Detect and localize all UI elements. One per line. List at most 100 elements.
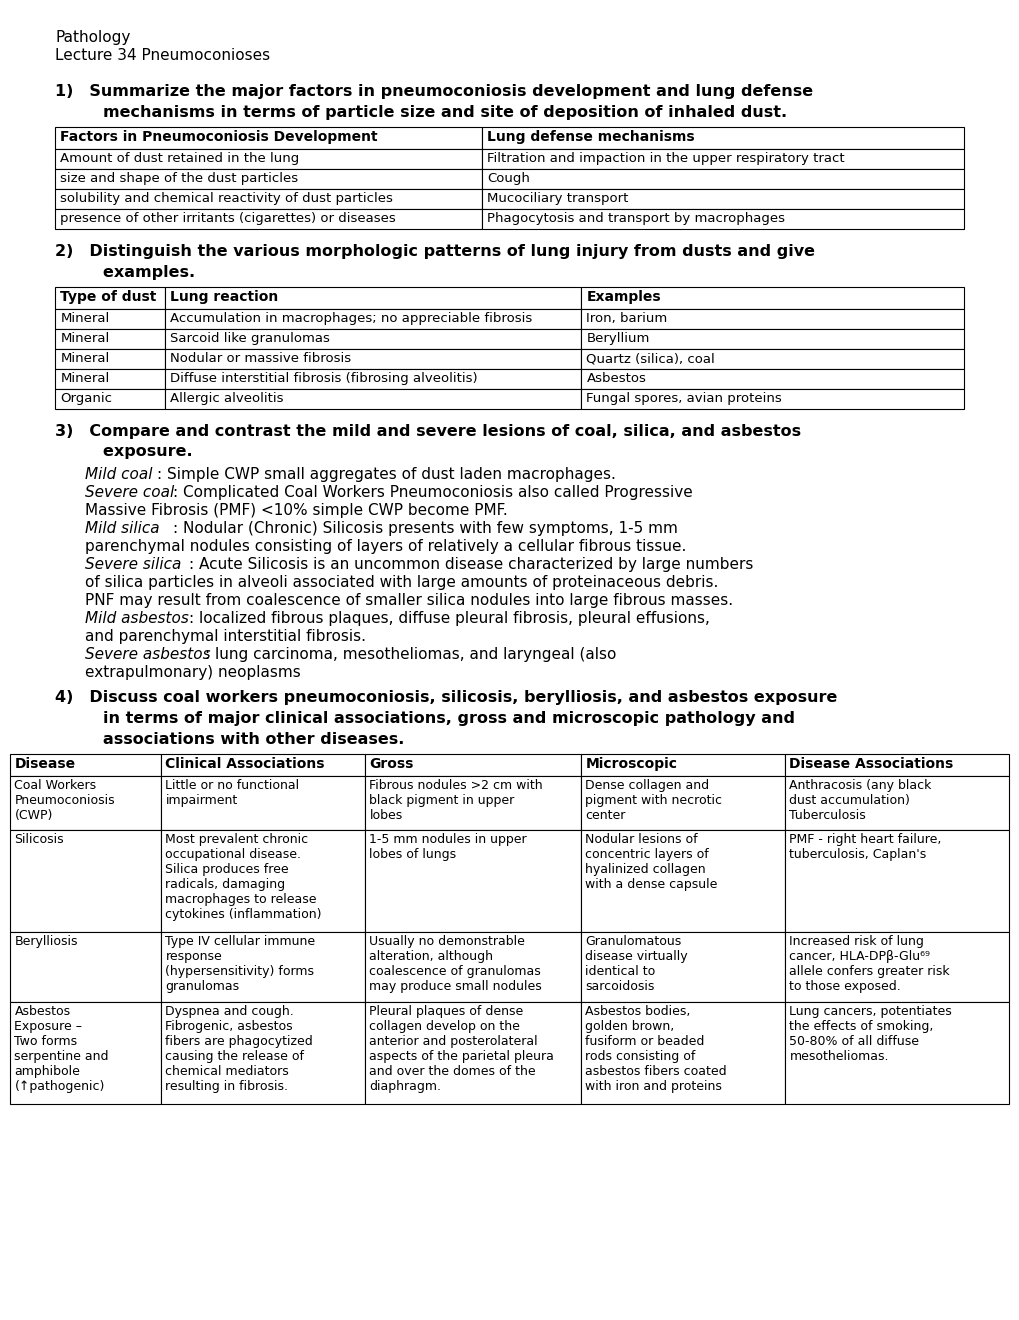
Text: of silica particles in alveoli associated with large amounts of proteinaceous de: of silica particles in alveoli associate… — [86, 576, 718, 590]
Text: Gross: Gross — [369, 758, 414, 771]
Text: 1-5 mm nodules in upper
lobes of lungs: 1-5 mm nodules in upper lobes of lungs — [369, 833, 527, 862]
Text: Anthracosis (any black
dust accumulation)
Tuberculosis: Anthracosis (any black dust accumulation… — [789, 779, 931, 822]
Bar — [55, 169, 482, 189]
Text: Mineral: Mineral — [60, 372, 110, 385]
Text: Type IV cellular immune
response
(hypersensitivity) forms
granulomas: Type IV cellular immune response (hypers… — [165, 936, 315, 994]
Bar — [581, 754, 785, 776]
Text: : Nodular (Chronic) Silicosis presents with few symptoms, 1-5 mm: : Nodular (Chronic) Silicosis presents w… — [172, 521, 677, 536]
Bar — [55, 309, 165, 329]
Text: Accumulation in macrophages; no appreciable fibrosis: Accumulation in macrophages; no apprecia… — [170, 313, 532, 325]
Text: Amount of dust retained in the lung: Amount of dust retained in the lung — [60, 152, 300, 165]
Bar — [10, 830, 161, 932]
Bar — [482, 169, 964, 189]
Bar — [165, 350, 581, 370]
Text: Mineral: Mineral — [60, 352, 110, 366]
Text: Phagocytosis and transport by macrophages: Phagocytosis and transport by macrophage… — [487, 213, 785, 226]
Text: Little or no functional
impairment: Little or no functional impairment — [165, 779, 300, 808]
Bar — [55, 128, 482, 149]
Bar — [785, 754, 1009, 776]
Bar — [161, 754, 365, 776]
Bar — [165, 309, 581, 329]
Bar — [581, 350, 964, 370]
Text: Mild coal: Mild coal — [86, 467, 153, 482]
Bar — [365, 932, 581, 1002]
Text: Usually no demonstrable
alteration, although
coalescence of granulomas
may produ: Usually no demonstrable alteration, alth… — [369, 936, 542, 994]
Text: Mild silica: Mild silica — [86, 521, 160, 536]
Text: PMF - right heart failure,
tuberculosis, Caplan's: PMF - right heart failure, tuberculosis,… — [789, 833, 941, 862]
Text: exposure.: exposure. — [55, 445, 193, 459]
Text: 3) Compare and contrast the mild and severe lesions of coal, silica, and asbesto: 3) Compare and contrast the mild and sev… — [55, 424, 801, 438]
Text: Nodular or massive fibrosis: Nodular or massive fibrosis — [170, 352, 352, 366]
Bar — [581, 288, 964, 309]
Text: Dyspnea and cough.
Fibrogenic, asbestos
fibers are phagocytized
causing the rele: Dyspnea and cough. Fibrogenic, asbestos … — [165, 1006, 313, 1093]
Bar — [581, 389, 964, 409]
Text: : lung carcinoma, mesotheliomas, and laryngeal (also: : lung carcinoma, mesotheliomas, and lar… — [205, 647, 615, 663]
Text: Increased risk of lung
cancer, HLA-DPβ-Glu⁶⁹
allele confers greater risk
to thos: Increased risk of lung cancer, HLA-DPβ-G… — [789, 936, 949, 994]
Text: Examples: Examples — [586, 290, 660, 304]
Text: Factors in Pneumoconiosis Development: Factors in Pneumoconiosis Development — [60, 131, 378, 144]
Text: associations with other diseases.: associations with other diseases. — [55, 731, 405, 747]
Text: Asbestos: Asbestos — [586, 372, 646, 385]
Bar — [785, 932, 1009, 1002]
Bar — [785, 830, 1009, 932]
Bar — [581, 309, 964, 329]
Text: 1) Summarize the major factors in pneumoconiosis development and lung defense: 1) Summarize the major factors in pneumo… — [55, 84, 813, 99]
Bar — [55, 210, 482, 230]
Bar — [55, 288, 165, 309]
Bar — [10, 1002, 161, 1105]
Text: Lung cancers, potentiates
the effects of smoking,
50-80% of all diffuse
mesothel: Lung cancers, potentiates the effects of… — [789, 1006, 952, 1064]
Bar — [161, 932, 365, 1002]
Bar — [55, 350, 165, 370]
Text: Quartz (silica), coal: Quartz (silica), coal — [586, 352, 714, 366]
Text: Most prevalent chronic
occupational disease.
Silica produces free
radicals, dama: Most prevalent chronic occupational dise… — [165, 833, 322, 921]
Bar — [165, 288, 581, 309]
Text: examples.: examples. — [55, 264, 196, 280]
Bar — [55, 389, 165, 409]
Text: Iron, barium: Iron, barium — [586, 313, 667, 325]
Text: Silicosis: Silicosis — [14, 833, 64, 846]
Text: extrapulmonary) neoplasms: extrapulmonary) neoplasms — [86, 665, 301, 680]
Text: Coal Workers
Pneumoconiosis
(CWP): Coal Workers Pneumoconiosis (CWP) — [14, 779, 115, 822]
Text: presence of other irritants (cigarettes) or diseases: presence of other irritants (cigarettes)… — [60, 213, 395, 226]
Text: Fungal spores, avian proteins: Fungal spores, avian proteins — [586, 392, 782, 405]
Text: Severe silica: Severe silica — [86, 557, 181, 572]
Text: solubility and chemical reactivity of dust particles: solubility and chemical reactivity of du… — [60, 193, 393, 206]
Text: : localized fibrous plaques, diffuse pleural fibrosis, pleural effusions,: : localized fibrous plaques, diffuse ple… — [189, 611, 709, 626]
Bar — [581, 329, 964, 350]
Bar — [482, 128, 964, 149]
Text: 4) Discuss coal workers pneumoconiosis, silicosis, berylliosis, and asbestos exp: 4) Discuss coal workers pneumoconiosis, … — [55, 690, 837, 705]
Text: Granulomatous
disease virtually
identical to
sarcoidosis: Granulomatous disease virtually identica… — [585, 936, 688, 994]
Bar — [581, 830, 785, 932]
Bar — [581, 932, 785, 1002]
Text: Pleural plaques of dense
collagen develop on the
anterior and posterolateral
asp: Pleural plaques of dense collagen develo… — [369, 1006, 554, 1093]
Bar — [482, 210, 964, 230]
Text: Massive Fibrosis (PMF) <10% simple CWP become PMF.: Massive Fibrosis (PMF) <10% simple CWP b… — [86, 503, 507, 517]
Bar — [365, 830, 581, 932]
Text: Severe coal: Severe coal — [86, 484, 174, 500]
Text: Diffuse interstitial fibrosis (fibrosing alveolitis): Diffuse interstitial fibrosis (fibrosing… — [170, 372, 478, 385]
Text: Nodular lesions of
concentric layers of
hyalinized collagen
with a dense capsule: Nodular lesions of concentric layers of … — [585, 833, 717, 891]
Text: Allergic alveolitis: Allergic alveolitis — [170, 392, 283, 405]
Bar — [482, 189, 964, 210]
Text: Mineral: Mineral — [60, 333, 110, 346]
Text: Cough: Cough — [487, 173, 530, 185]
Text: Lung defense mechanisms: Lung defense mechanisms — [487, 131, 694, 144]
Bar — [365, 754, 581, 776]
Text: parenchymal nodules consisting of layers of relatively a cellular fibrous tissue: parenchymal nodules consisting of layers… — [86, 539, 686, 554]
Text: in terms of major clinical associations, gross and microscopic pathology and: in terms of major clinical associations,… — [55, 711, 795, 726]
Bar — [55, 189, 482, 210]
Text: Pathology: Pathology — [55, 30, 130, 45]
Bar — [785, 776, 1009, 830]
Text: Mineral: Mineral — [60, 313, 110, 325]
Text: Type of dust: Type of dust — [60, 290, 157, 304]
Bar — [785, 1002, 1009, 1105]
Text: Mild asbestos: Mild asbestos — [86, 611, 190, 626]
Text: Filtration and impaction in the upper respiratory tract: Filtration and impaction in the upper re… — [487, 152, 845, 165]
Text: : Complicated Coal Workers Pneumoconiosis also called Progressive: : Complicated Coal Workers Pneumoconiosi… — [172, 484, 692, 500]
Text: Asbestos bodies,
golden brown,
fusiform or beaded
rods consisting of
asbestos fi: Asbestos bodies, golden brown, fusiform … — [585, 1006, 727, 1093]
Text: : Simple CWP small aggregates of dust laden macrophages.: : Simple CWP small aggregates of dust la… — [157, 467, 615, 482]
Bar — [165, 370, 581, 389]
Text: Sarcoid like granulomas: Sarcoid like granulomas — [170, 333, 330, 346]
Text: Clinical Associations: Clinical Associations — [165, 758, 325, 771]
Text: PNF may result from coalescence of smaller silica nodules into large fibrous mas: PNF may result from coalescence of small… — [86, 593, 733, 609]
